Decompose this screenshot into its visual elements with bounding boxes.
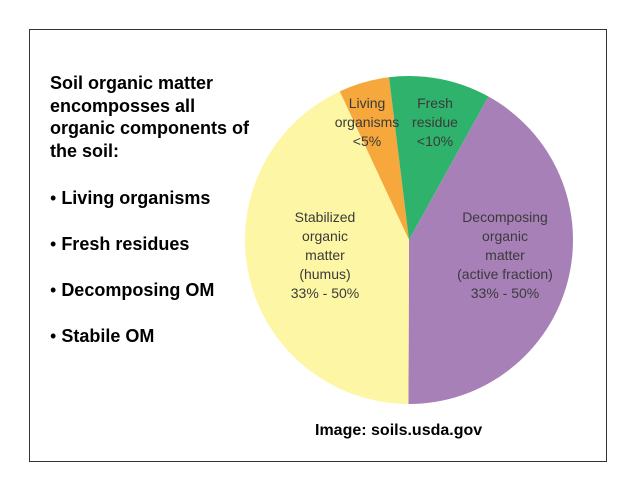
- bullet: Decomposing OM: [50, 278, 265, 324]
- slice-label: residue: [412, 114, 458, 130]
- slice-value-label: 33% - 50%: [471, 285, 539, 301]
- bullet-list: Living organisms Fresh residues Decompos…: [50, 186, 265, 370]
- slice-label: matter: [305, 247, 345, 263]
- bullet: Living organisms: [50, 186, 265, 232]
- pie-slice: [245, 91, 409, 404]
- slice-value-label: 33% - 50%: [291, 285, 359, 301]
- heading: Soil organic matter encomposses all orga…: [50, 73, 250, 161]
- slice-value-label: <10%: [417, 133, 453, 149]
- slice-label: Fresh: [417, 95, 453, 111]
- slide-frame: [29, 29, 607, 462]
- bullet: Fresh residues: [50, 232, 265, 278]
- slice-label: Decomposing: [462, 209, 548, 225]
- slice-label: Living: [349, 95, 386, 111]
- bullet: Stabile OM: [50, 324, 265, 370]
- pie-slice: [339, 77, 409, 240]
- slice-label: organic: [482, 228, 528, 244]
- slice-label: organisms: [335, 114, 400, 130]
- slice-label: Stabilized: [295, 209, 356, 225]
- pie-slice: [408, 96, 573, 404]
- caption: Image: soils.usda.gov: [315, 422, 483, 439]
- slice-label: (active fraction): [457, 266, 553, 282]
- slice-label: matter: [485, 247, 525, 263]
- slice-value-label: <5%: [353, 133, 381, 149]
- text-block: Soil organic matter encomposses all orga…: [50, 72, 265, 370]
- slice-label: (humus): [299, 266, 350, 282]
- slice-label: organic: [302, 228, 348, 244]
- pie-slice: [389, 76, 489, 240]
